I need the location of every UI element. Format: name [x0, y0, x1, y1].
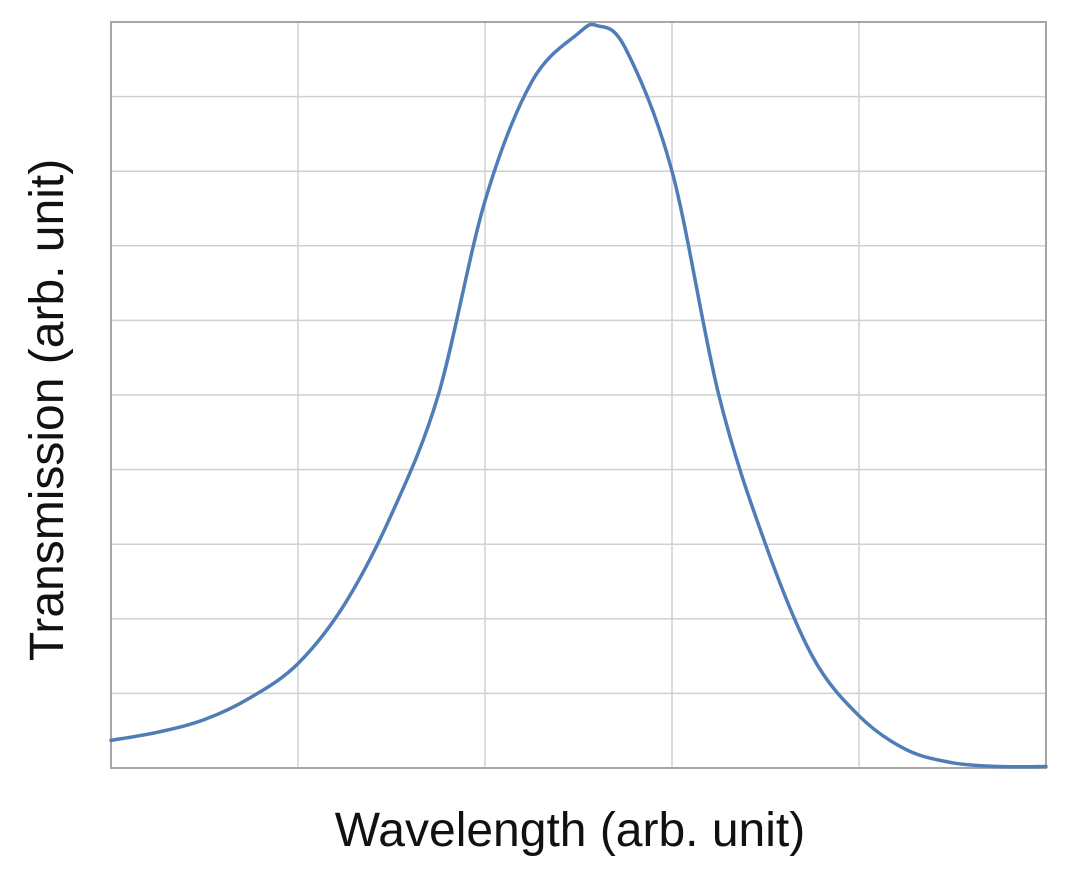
gridlines — [111, 22, 1046, 768]
plot-frame — [110, 21, 1047, 769]
y-axis-title: Transmission (arb. unit) — [21, 159, 74, 661]
x-axis-title: Wavelength (arb. unit) — [335, 804, 805, 857]
series-line — [109, 22, 1048, 769]
